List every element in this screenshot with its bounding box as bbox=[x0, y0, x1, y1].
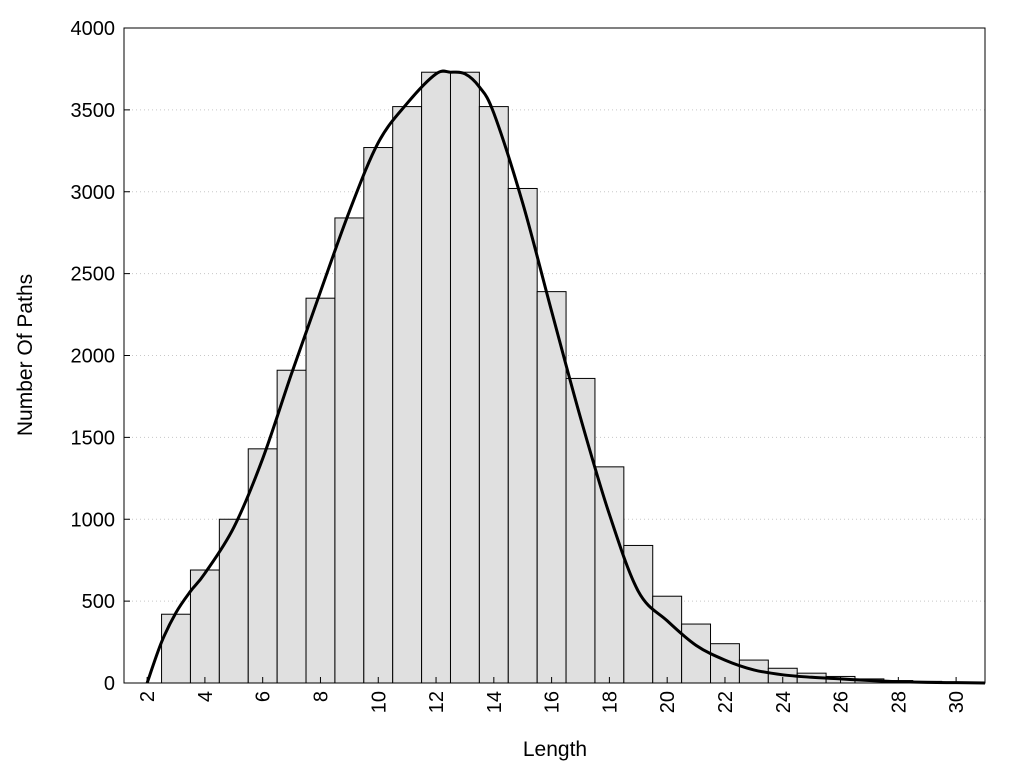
x-tick-label: 2 bbox=[137, 691, 159, 702]
x-tick-label: 16 bbox=[542, 691, 564, 713]
histogram-bar bbox=[565, 377, 596, 684]
x-tick-label: 4 bbox=[195, 691, 217, 702]
x-tick-label: 26 bbox=[831, 691, 853, 713]
x-axis-title: Length bbox=[523, 738, 587, 761]
x-tick-label: 12 bbox=[426, 691, 448, 713]
x-tick-label: 28 bbox=[888, 691, 910, 713]
y-tick-label: 1500 bbox=[71, 427, 116, 449]
y-tick-label: 2500 bbox=[71, 264, 116, 286]
y-axis-title: Number Of Paths bbox=[14, 274, 37, 436]
histogram-bar bbox=[161, 613, 191, 684]
y-tick-label: 2000 bbox=[71, 346, 116, 368]
y-tick-label: 3000 bbox=[71, 182, 116, 204]
histogram-bar bbox=[276, 369, 307, 684]
histogram-bar bbox=[247, 448, 278, 684]
histogram-bar bbox=[652, 595, 683, 684]
density-curve bbox=[145, 69, 986, 685]
y-tick-label: 1000 bbox=[71, 509, 116, 531]
histogram-bar bbox=[507, 187, 538, 684]
x-tick-label: 14 bbox=[484, 691, 506, 713]
x-tick-label: 30 bbox=[946, 691, 968, 713]
y-tick-label: 0 bbox=[104, 673, 115, 695]
y-tick-label: 4000 bbox=[71, 18, 116, 40]
x-tick-label: 24 bbox=[773, 691, 795, 713]
x-tick-label: 18 bbox=[599, 691, 621, 713]
histogram-bar bbox=[478, 106, 509, 684]
y-tick-label: 500 bbox=[82, 591, 115, 613]
density-curve-line bbox=[145, 69, 986, 685]
histogram-bar bbox=[392, 106, 423, 684]
y-tick-label: 3500 bbox=[71, 100, 116, 122]
histogram-bar bbox=[594, 466, 625, 684]
x-tick-label: 10 bbox=[368, 691, 390, 713]
x-axis-ticks: 2 4 6 8 10 12 14 16 18 20 22 24 26 28 30 bbox=[137, 677, 968, 713]
y-axis-ticks: 0 500 1000 1500 2000 2500 3000 3500 4000 bbox=[71, 18, 130, 695]
x-tick-label: 20 bbox=[657, 691, 679, 713]
histogram-bar bbox=[305, 297, 336, 684]
histogram-bar bbox=[363, 147, 394, 684]
histogram-bar bbox=[681, 623, 712, 684]
histogram-bar bbox=[421, 71, 451, 684]
histogram-bars bbox=[161, 71, 972, 684]
histogram-bar bbox=[449, 71, 480, 684]
x-tick-label: 8 bbox=[310, 691, 332, 702]
x-tick-label: 6 bbox=[253, 691, 275, 702]
histogram-bar bbox=[334, 217, 365, 684]
histogram-bar bbox=[189, 569, 220, 684]
x-tick-label: 22 bbox=[715, 691, 737, 713]
